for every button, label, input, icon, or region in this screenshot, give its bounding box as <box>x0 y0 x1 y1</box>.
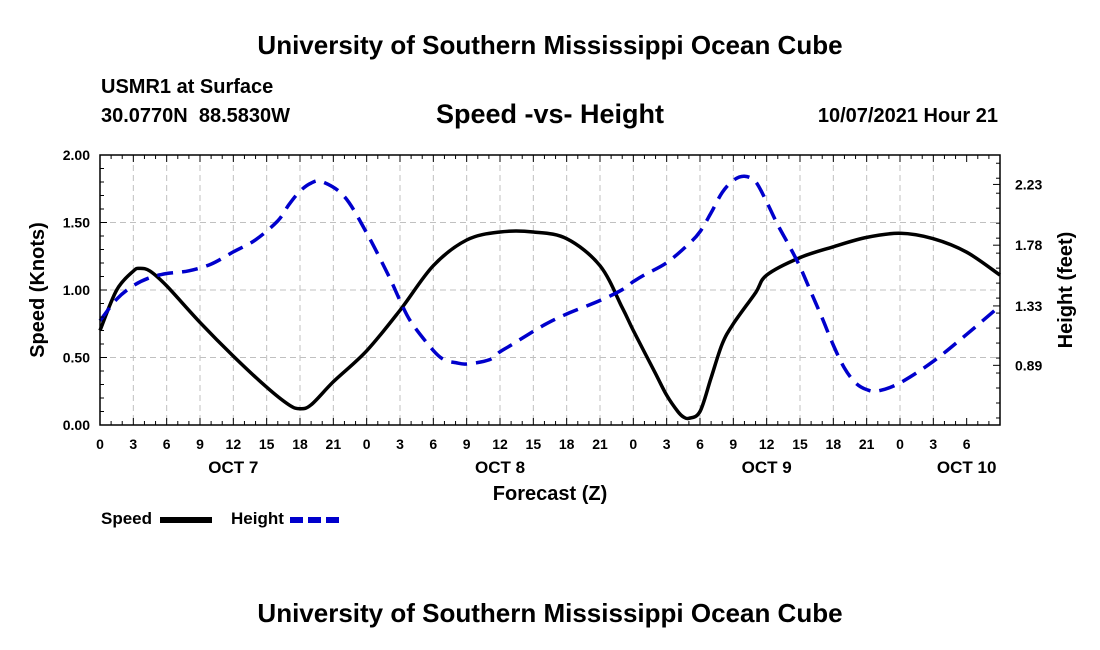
chart-title: Speed -vs- Height <box>435 99 665 129</box>
y-tick-label: 0.00 <box>63 417 90 433</box>
forecast-datetime: 10/07/2021 Hour 21 <box>817 105 998 127</box>
x-axis-title: Forecast (Z) <box>493 483 607 505</box>
y2-tick-label: 0.89 <box>1015 357 1042 373</box>
y2-axis-title: Height (feet) <box>1055 232 1077 349</box>
x-tick-label: 12 <box>759 436 775 452</box>
y2-tick-label: 2.23 <box>1015 176 1042 192</box>
y-axis-title: Speed (Knots) <box>27 222 49 358</box>
x-tick-label: 3 <box>929 436 937 452</box>
x-tick-label: 18 <box>559 436 575 452</box>
station-name: USMR1 at Surface <box>101 76 274 98</box>
y2-tick-label: 1.33 <box>1015 298 1042 314</box>
x-tick-label: 6 <box>163 436 171 452</box>
x-tick-label: 3 <box>129 436 137 452</box>
x-tick-label: 15 <box>792 436 808 452</box>
station-coordinates: 30.0770N 88.5830W <box>101 105 291 127</box>
x-tick-label: 21 <box>859 436 875 452</box>
x-tick-label: 15 <box>526 436 542 452</box>
date-label: OCT 8 <box>475 458 525 477</box>
x-tick-label: 9 <box>729 436 737 452</box>
y-tick-label: 1.50 <box>63 215 90 231</box>
x-tick-label: 9 <box>196 436 204 452</box>
x-tick-label: 0 <box>629 436 637 452</box>
y-tick-label: 2.00 <box>63 147 90 163</box>
x-tick-label: 15 <box>259 436 275 452</box>
x-tick-label: 18 <box>292 436 308 452</box>
y2-tick-label: 1.78 <box>1015 237 1042 253</box>
date-label: OCT 9 <box>742 458 792 477</box>
x-tick-label: 0 <box>363 436 371 452</box>
x-tick-label: 21 <box>326 436 342 452</box>
x-tick-label: 0 <box>96 436 104 452</box>
plot-frame <box>99 154 1001 426</box>
x-tick-label: 21 <box>592 436 608 452</box>
x-tick-label: 12 <box>226 436 242 452</box>
y-tick-label: 1.00 <box>63 282 90 298</box>
date-label: OCT 7 <box>208 458 258 477</box>
x-tick-label: 9 <box>463 436 471 452</box>
date-label: OCT 10 <box>937 458 997 477</box>
x-tick-label: 6 <box>696 436 704 452</box>
x-tick-label: 0 <box>896 436 904 452</box>
main-title: University of Southern Mississippi Ocean… <box>257 30 843 60</box>
legend-speed-label: Speed <box>101 509 153 528</box>
speed-series-line <box>98 229 1001 421</box>
x-tick-label: 12 <box>492 436 508 452</box>
x-tick-label: 6 <box>963 436 971 452</box>
height-series-line <box>98 174 1002 394</box>
footer-title: University of Southern Mississippi Ocean… <box>257 598 843 628</box>
y-tick-label: 0.50 <box>63 350 90 366</box>
legend-height-label: Height <box>231 509 284 528</box>
x-tick-label: 3 <box>396 436 404 452</box>
x-tick-label: 3 <box>663 436 671 452</box>
x-tick-label: 6 <box>429 436 437 452</box>
x-tick-label: 18 <box>826 436 842 452</box>
